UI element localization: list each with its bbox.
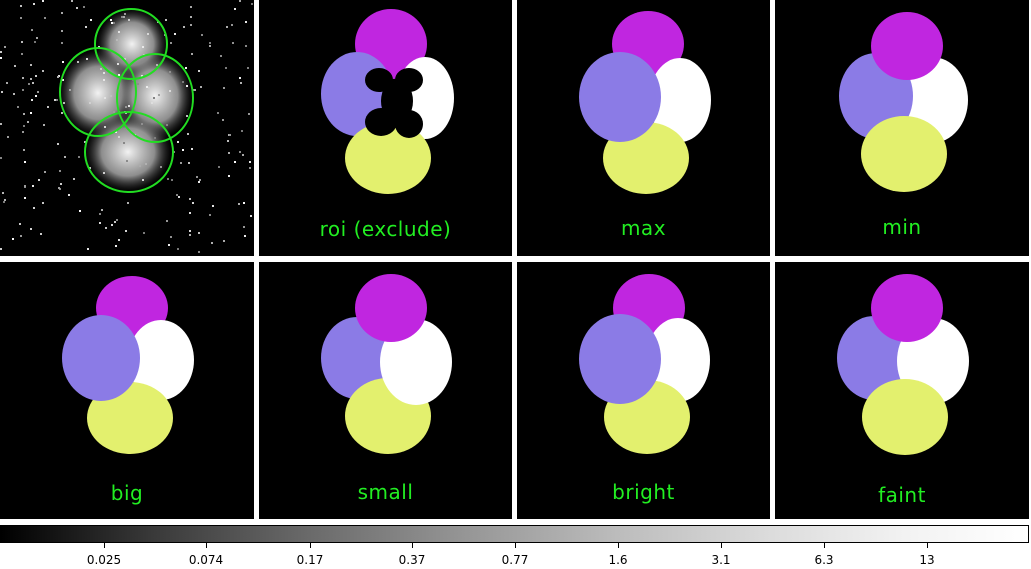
colorbar-tick-label: 0.025 [86,553,122,567]
colorbar-tick [618,543,619,548]
faint-region-bottom [862,379,948,455]
panel-label-min: min [882,215,922,239]
roi-exclude-region-bottom [345,122,431,194]
source-region-outline-2 [59,47,137,137]
colorbar-tick [104,543,105,548]
colorbar-tick-label: 0.074 [188,553,224,567]
colorbar-tick-label: 1.6 [608,553,628,567]
roi-exclude-overlap-5 [381,79,413,123]
colorbar-tick [824,543,825,548]
colorbar-tick [721,543,722,548]
panel-small: small [259,262,512,519]
colorbar-tick-label: 0.17 [296,553,324,567]
source-region-outline-1 [94,8,168,80]
max-region-left [579,52,661,142]
min-region-top [871,12,943,80]
max-regions [579,11,711,194]
panel-big: big [0,262,254,519]
panel-min: min [775,0,1029,256]
colorbar-tick [927,543,928,548]
panel-source [0,0,254,256]
colorbar-tick-label: 3.1 [711,553,731,567]
panel-roi-exclude: roi (exclude) [259,0,512,256]
panel-label-big: big [110,481,144,505]
colorbar-tick-label: 0.77 [501,553,529,567]
panel-label-roi-exclude: roi (exclude) [319,217,452,241]
colorbar-ticks: 0.025 0.074 0.17 0.37 0.77 1.6 3.1 6.3 13 [0,543,1031,569]
faint-regions [837,274,969,455]
source-region-outline-4 [84,111,174,193]
colorbar-tick [515,543,516,548]
panel-max: max [517,0,770,256]
big-region-right [128,320,194,400]
panel-label-bright: bright [612,480,675,504]
panel-faint: faint [775,262,1029,519]
colorbar-tick [412,543,413,548]
colorbar-tick [206,543,207,548]
panel-label-faint: faint [878,483,926,507]
bright-region-right [646,318,710,402]
colorbar [0,525,1029,543]
colorbar-tick-label: 6.3 [814,553,834,567]
small-regions [321,274,452,454]
roi-exclude-regions [321,9,454,194]
panel-grid: roi (exclude) max min big small bright f… [0,0,1031,519]
panel-label-small: small [357,480,414,504]
colorbar-tick-label: 13 [919,553,935,567]
big-region-left [62,315,140,401]
source-blob-4 [84,112,172,192]
colorbar-tick-label: 0.37 [398,553,426,567]
colorbar-tick [310,543,311,548]
small-region-top [355,274,427,342]
min-region-bottom [861,116,947,192]
min-regions [839,12,968,192]
source-image [0,0,253,253]
panel-bright: bright [517,262,770,519]
panel-label-max: max [620,216,667,240]
bright-region-left [579,314,661,404]
max-region-right [649,58,711,142]
source-region-outline-3 [116,53,194,143]
faint-region-top [871,274,943,342]
big-regions [62,276,194,454]
bright-regions [579,274,710,454]
